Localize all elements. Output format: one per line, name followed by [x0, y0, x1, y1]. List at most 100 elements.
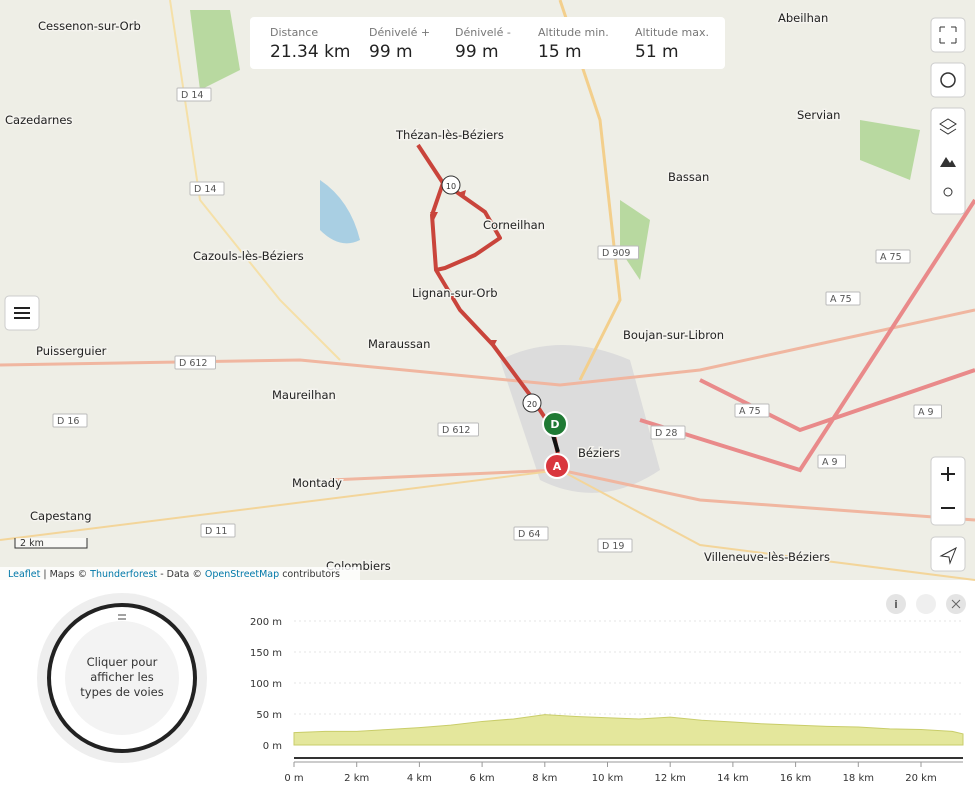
info-button[interactable]	[886, 594, 906, 614]
attribution-link[interactable]: Leaflet	[8, 569, 41, 580]
widget-line: afficher les	[90, 670, 154, 684]
widget-handle	[118, 614, 126, 620]
stat-value: 51 m	[635, 42, 679, 62]
road-badge	[817, 454, 846, 469]
place-label: Cazouls-lès-Béziers	[193, 249, 304, 263]
route-arrows	[430, 190, 497, 348]
road-label: D 64	[518, 529, 540, 540]
end-marker[interactable]	[544, 453, 570, 479]
road-label: A 9	[918, 407, 934, 418]
scale-label: 2 km	[20, 538, 44, 549]
place-label: Servian	[797, 108, 840, 122]
route-marker-bg	[522, 393, 542, 413]
relief-icon	[940, 157, 956, 167]
stat-label: Dénivelé +	[369, 26, 430, 39]
place-label: Corneilhan	[483, 218, 545, 232]
y-tick-label: 200 m	[250, 617, 282, 628]
chart-buttons: i	[886, 594, 966, 614]
attribution-link[interactable]: Thunderforest	[89, 569, 157, 580]
road-label: D 11	[205, 526, 227, 537]
stat-value: 99 m	[455, 42, 499, 62]
route-marker: 10	[446, 182, 456, 191]
map-background	[0, 0, 975, 580]
road-label: D 14	[181, 90, 203, 101]
settings-button[interactable]	[930, 62, 966, 98]
attribution-text: - Data ©	[157, 569, 205, 580]
road-label: A 9	[822, 457, 838, 468]
stat-value: 21.34 km	[270, 42, 350, 62]
place-label: Capestang	[30, 509, 92, 523]
x-tick-label: 6 km	[470, 773, 495, 784]
road-label: D 28	[655, 428, 677, 439]
x-tick-label: 0 m	[284, 773, 303, 784]
road-badge	[734, 403, 770, 418]
route-marker: 20	[527, 400, 537, 409]
road-label: D 14	[194, 184, 216, 195]
close-icon	[951, 599, 961, 609]
x-tick-label: 10 km	[592, 773, 623, 784]
fullscreen-icon	[939, 26, 957, 44]
x-tick-label: 12 km	[654, 773, 685, 784]
attribution-text: | Maps ©	[40, 569, 90, 580]
x-tick-label: 8 km	[532, 773, 557, 784]
road-badge	[913, 404, 942, 419]
road-badge	[174, 355, 216, 370]
x-tick-label: 2 km	[344, 773, 369, 784]
map-controls	[4, 17, 966, 572]
settings-icon	[940, 72, 956, 88]
place-label: Montady	[292, 476, 342, 490]
road-label: D 612	[179, 358, 207, 369]
road-badge	[597, 538, 633, 553]
road-types-widget[interactable]: Cliquer pour afficher les types de voies	[37, 593, 207, 763]
road-label: A 75	[830, 294, 852, 305]
start-marker[interactable]	[542, 411, 568, 437]
place-label: Thézan-lès-Béziers	[395, 128, 504, 142]
attribution-bg	[0, 567, 360, 580]
x-tick-label: 4 km	[407, 773, 432, 784]
place-label: Cazedarnes	[5, 113, 72, 127]
layers-icon	[939, 118, 957, 135]
widget-line: Cliquer pour	[87, 655, 158, 669]
locate-button[interactable]	[930, 536, 966, 572]
attribution-link[interactable]: OpenStreetMap	[205, 569, 279, 580]
place-label: Bassan	[668, 170, 709, 184]
zoom-group[interactable]	[930, 456, 966, 526]
widget-text: Cliquer pour afficher les types de voies	[80, 655, 163, 699]
download-button[interactable]	[916, 594, 936, 614]
place-label: Abeilhan	[778, 11, 828, 25]
y-tick-label: 50 m	[256, 710, 282, 721]
road-label: D 19	[602, 541, 624, 552]
y-tick-label: 150 m	[250, 648, 282, 659]
road-badge	[825, 291, 861, 306]
menu-icon	[14, 307, 30, 319]
stat-value: 15 m	[538, 42, 582, 62]
place-label: Béziers	[578, 446, 620, 460]
road-badge	[650, 425, 686, 440]
place-label: Villeneuve-lès-Béziers	[704, 550, 830, 564]
road-badge	[176, 87, 212, 102]
start-label: D	[550, 418, 559, 431]
road-label: D 16	[57, 416, 79, 427]
route-marker-bg	[441, 175, 461, 195]
road-badge	[189, 181, 225, 196]
place-label: Maraussan	[368, 337, 430, 351]
road-badge	[200, 523, 236, 538]
place-label: Boujan-sur-Libron	[623, 328, 724, 342]
stat-label: Dénivelé -	[455, 26, 511, 39]
fullscreen-button[interactable]	[930, 17, 966, 53]
elevation-area	[293, 714, 964, 746]
zoom-icons	[941, 467, 955, 509]
place-label: Cessenon-sur-Orb	[38, 19, 141, 33]
x-tick-label: 18 km	[843, 773, 874, 784]
y-tick-label: 100 m	[250, 679, 282, 690]
widget-line: types de voies	[80, 685, 163, 699]
road-label: A 75	[739, 406, 761, 417]
scale-bar	[14, 538, 88, 549]
end-label: A	[553, 460, 562, 473]
road-badge	[513, 526, 549, 541]
road-badge	[597, 245, 639, 260]
road-badge	[875, 249, 911, 264]
road-label: A 75	[880, 252, 902, 263]
